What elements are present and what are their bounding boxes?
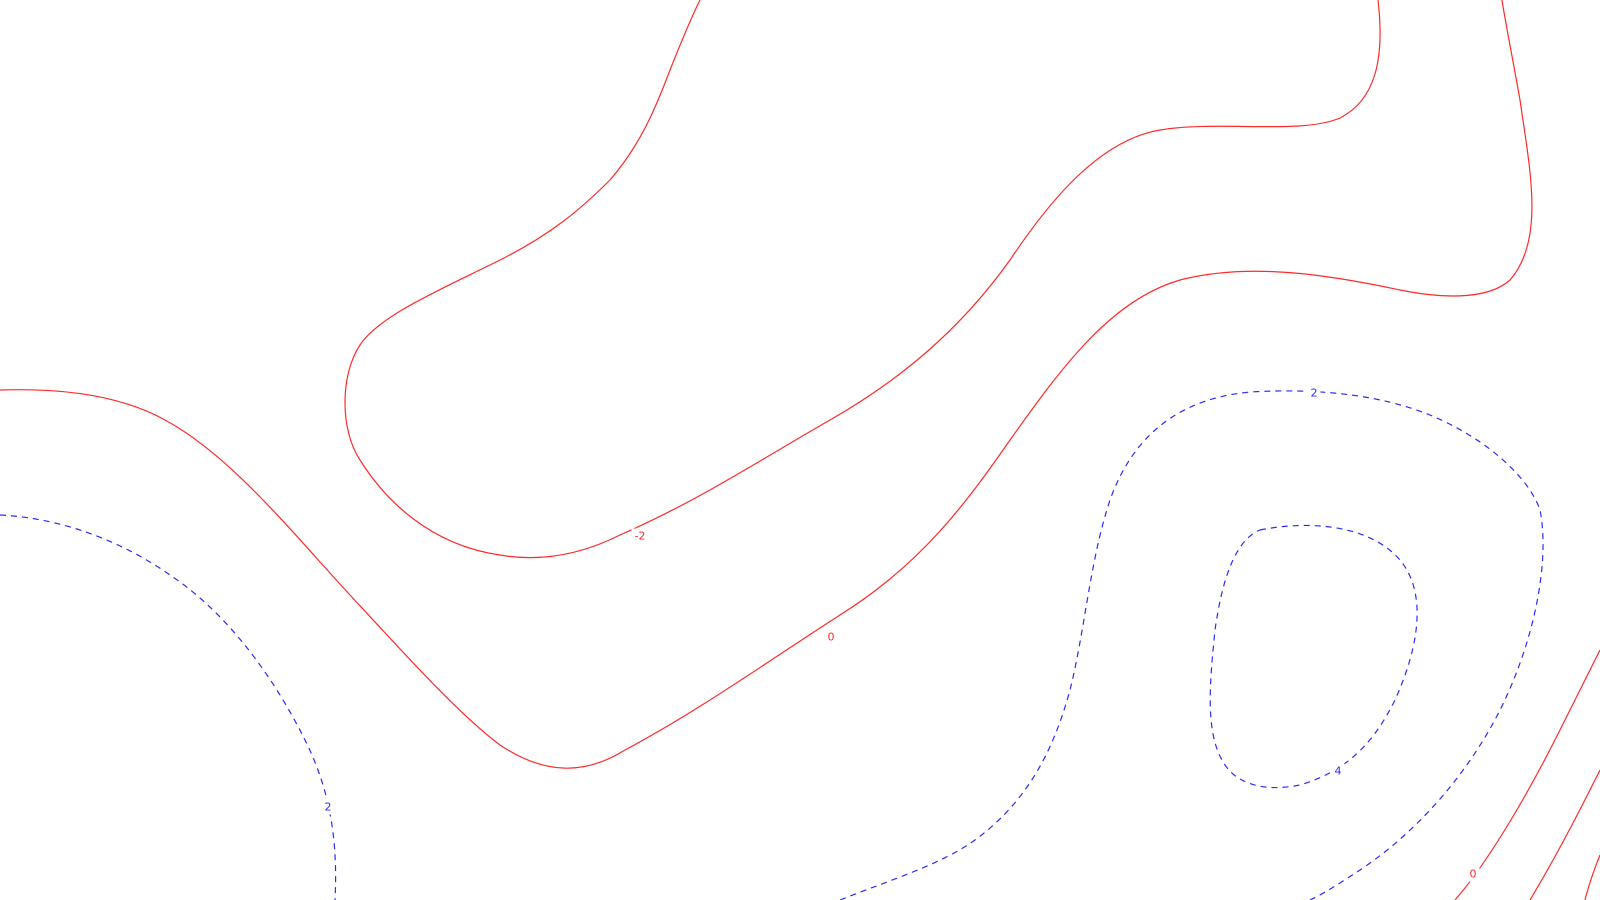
contour-label-pos4: 4 — [1335, 765, 1342, 778]
contour-labels: -2 0 0 2 2 4 — [325, 387, 1477, 881]
contour-line-zero-main — [0, 0, 1533, 769]
contour-line-zero-br — [1454, 649, 1600, 900]
contour-label-halo — [824, 629, 838, 645]
contour-label-zero-main: 0 — [828, 631, 835, 644]
contour-line-pos2-left — [0, 514, 337, 900]
contour-label-pos2-right: 2 — [1311, 387, 1318, 400]
contour-label-pos2-left: 2 — [325, 801, 332, 814]
contour-line-br-2 — [1529, 769, 1600, 900]
contour-line-br-3 — [1584, 854, 1600, 900]
contour-label-halo — [1466, 866, 1480, 882]
contour-line-neg2 — [344, 0, 1381, 559]
contour-label-zero-br: 0 — [1470, 868, 1477, 881]
contour-label-halo — [1331, 763, 1345, 779]
contour-label-halo — [631, 528, 649, 544]
contour-label-halo — [321, 799, 335, 815]
contour-label-halo — [1307, 385, 1321, 401]
contour-label-neg2: -2 — [635, 530, 646, 543]
contour-label-halos — [321, 385, 1480, 882]
contour-line-pos4 — [1209, 524, 1418, 789]
